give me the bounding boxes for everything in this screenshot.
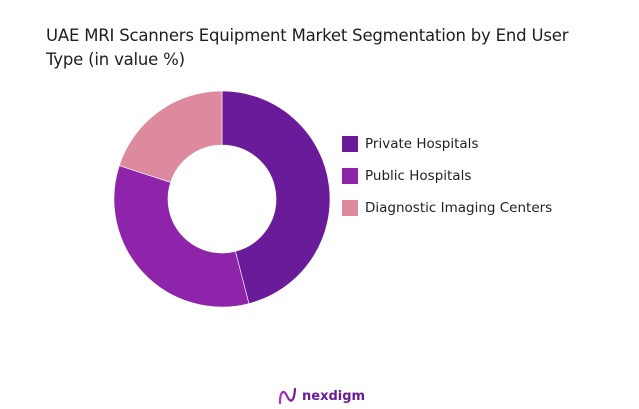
legend-swatch bbox=[342, 168, 358, 184]
brand-name: nexdigm bbox=[302, 388, 366, 404]
legend-label: Public Hospitals bbox=[365, 168, 472, 184]
donut-slice-public-hospitals bbox=[113, 165, 250, 308]
donut-slice-diagnostic-imaging-centers bbox=[118, 90, 223, 183]
chart-legend: Private Hospitals Public Hospitals Diagn… bbox=[342, 128, 552, 224]
legend-swatch bbox=[342, 200, 358, 216]
legend-label: Private Hospitals bbox=[365, 136, 479, 152]
nexdigm-wave-icon bbox=[278, 387, 297, 405]
legend-item-public-hospitals: Public Hospitals bbox=[342, 160, 552, 192]
legend-swatch bbox=[342, 136, 358, 152]
brand-logo: nexdigm bbox=[278, 387, 365, 405]
legend-label: Diagnostic Imaging Centers bbox=[365, 200, 553, 216]
legend-item-diagnostic-imaging-centers: Diagnostic Imaging Centers bbox=[342, 192, 552, 224]
legend-item-private-hospitals: Private Hospitals bbox=[342, 128, 552, 160]
donut-slices bbox=[113, 90, 331, 308]
donut-slice-private-hospitals bbox=[221, 90, 331, 304]
chart-title: UAE MRI Scanners Equipment Market Segmen… bbox=[46, 26, 569, 69]
